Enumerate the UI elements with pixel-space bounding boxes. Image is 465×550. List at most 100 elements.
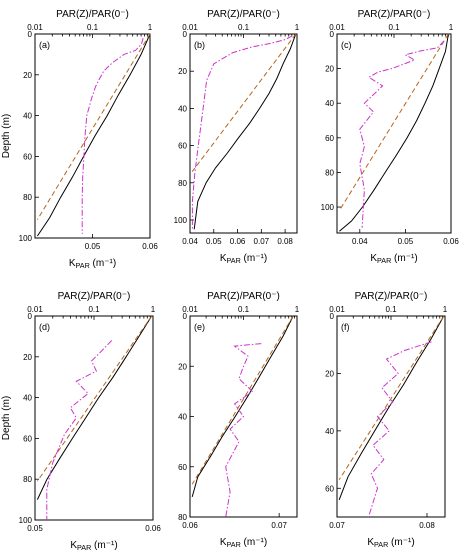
plot-frame xyxy=(34,315,154,521)
bottom-axis-title: KPAR (m⁻¹) xyxy=(220,537,267,549)
chart-panel-b: (b) 0.01 0.1 1 PAR(Z)/PAR(0⁻) 0.04 0.05 0.06 0.0… xyxy=(174,9,300,265)
bottom-axis-tick-label: 0.08 xyxy=(277,237,293,246)
series-line-par-ratio xyxy=(193,33,297,230)
bottom-axis-tick-label: 0.06 xyxy=(443,237,459,246)
top-axis-tick-label: 1 xyxy=(295,305,300,314)
y-axis-tick-label: 60 xyxy=(178,142,187,151)
chart-panel-c: (c) 0.01 0.1 1 PAR(Z)/PAR(0⁻) 0.04 0.05 0.06 KPA… xyxy=(321,9,460,265)
plot-frame xyxy=(336,33,452,234)
y-axis-tick-label: 20 xyxy=(23,71,32,80)
y-axis-tick-label: 40 xyxy=(325,427,334,436)
y-axis-tick-label: 0 xyxy=(183,312,188,321)
top-axis-tick-label: 0.1 xyxy=(88,305,100,314)
panel-label: (b) xyxy=(194,40,205,50)
top-axis-tick-label: 0.01 xyxy=(329,305,345,314)
bottom-axis-tick-label: 0.06 xyxy=(145,524,161,533)
top-axis-tick-label: 0.01 xyxy=(182,23,198,32)
series-line-kpar xyxy=(225,343,262,518)
y-axis-tick-label: 20 xyxy=(325,65,334,74)
top-axis-tick-label: 0.1 xyxy=(385,305,397,314)
chart-panel-e: (e) 0.01 0.1 1 PAR(Z)/PAR(0⁻) 0.06 0.07 KPAR (m… xyxy=(178,291,300,549)
top-axis-tick-label: 0.1 xyxy=(388,23,400,32)
top-axis-title: PAR(Z)/PAR(0⁻) xyxy=(58,291,131,302)
bottom-axis-tick-label: 0.04 xyxy=(352,237,368,246)
y-axis-tick-label: 80 xyxy=(325,168,334,177)
series-line-fit xyxy=(36,33,151,220)
top-axis-title: PAR(Z)/PAR(0⁻) xyxy=(56,9,129,20)
y-axis-tick-label: 60 xyxy=(23,152,32,161)
y-axis-tick-label: 0 xyxy=(330,30,335,39)
series-line-fit xyxy=(36,315,153,482)
bottom-axis-title: KPAR (m⁻¹) xyxy=(69,258,116,270)
top-axis-tick-label: 0.01 xyxy=(27,23,43,32)
chart-panel-d: (d) 0.01 0.1 1 PAR(Z)/PAR(0⁻) 0.05 0.06 KPAR (m… xyxy=(1,291,161,550)
panel-label: (f) xyxy=(341,322,350,332)
top-axis-tick-label: 0.1 xyxy=(238,23,250,32)
bottom-axis-tick-label: 0.07 xyxy=(271,521,287,530)
series-line-par-ratio xyxy=(191,315,294,498)
y-axis-tick-label: 40 xyxy=(23,394,32,403)
y-axis-tick-label: 60 xyxy=(23,434,32,443)
plot-frame xyxy=(34,33,151,239)
series-line-kpar xyxy=(368,341,432,518)
bottom-axis-tick-label: 0.05 xyxy=(27,524,43,533)
top-axis-tick-label: 1 xyxy=(295,23,300,32)
y-axis-tick-label: 20 xyxy=(325,369,334,378)
series-line-fit xyxy=(191,315,294,485)
y-axis-tick-label: 0 xyxy=(28,30,33,39)
y-axis-tick-label: 100 xyxy=(174,216,188,225)
series-line-kpar xyxy=(46,340,113,520)
bottom-axis-tick-label: 0.05 xyxy=(85,242,101,251)
panel-label: (c) xyxy=(341,40,352,50)
series-line-par-ratio xyxy=(339,33,449,232)
plot-frame xyxy=(189,33,298,234)
y-axis-title: Depth (m) xyxy=(1,396,12,440)
top-axis-tick-label: 0.01 xyxy=(329,23,345,32)
y-axis-tick-label: 80 xyxy=(178,179,187,188)
top-axis-tick-label: 0.1 xyxy=(238,305,250,314)
bottom-axis-title: KPAR (m⁻¹) xyxy=(367,537,414,549)
y-axis-tick-label: 60 xyxy=(325,484,334,493)
series-line-par-ratio xyxy=(338,315,445,500)
y-axis-tick-label: 100 xyxy=(19,516,33,525)
bottom-axis-tick-label: 0.04 xyxy=(182,237,198,246)
series-line-kpar xyxy=(81,37,144,234)
top-axis-tick-label: 0.01 xyxy=(27,305,43,314)
y-axis-tick-label: 100 xyxy=(19,234,33,243)
top-axis-title: PAR(Z)/PAR(0⁻) xyxy=(207,9,280,20)
chart-panel-a: (a) 0.01 0.1 1 PAR(Z)/PAR(0⁻) 0.05 0.06 KPAR (m… xyxy=(1,9,158,270)
series-line-par-ratio xyxy=(36,33,151,237)
panel-label: (e) xyxy=(194,322,205,332)
chart-panel-f: (f) 0.01 0.1 1 PAR(Z)/PAR(0⁻) 0.07 0.08 KPAR (m… xyxy=(325,291,448,549)
series-line-par-ratio xyxy=(36,315,153,500)
y-axis-tick-label: 0 xyxy=(330,312,335,321)
top-axis-tick-label: 1 xyxy=(151,305,156,314)
bottom-axis-title: KPAR (m⁻¹) xyxy=(220,253,267,265)
bottom-axis-tick-label: 0.06 xyxy=(182,521,198,530)
top-axis-tick-label: 1 xyxy=(449,23,454,32)
bottom-axis-tick-label: 0.07 xyxy=(329,521,345,530)
y-axis-tick-label: 80 xyxy=(23,475,32,484)
bottom-axis-tick-label: 0.06 xyxy=(142,242,158,251)
bottom-axis-tick-label: 0.07 xyxy=(254,237,270,246)
y-axis-tick-label: 80 xyxy=(178,513,187,522)
y-axis-tick-label: 20 xyxy=(178,362,187,371)
y-axis-tick-label: 40 xyxy=(325,99,334,108)
bottom-axis-tick-label: 0.05 xyxy=(206,237,222,246)
y-axis-tick-label: 60 xyxy=(325,134,334,143)
top-axis-title: PAR(Z)/PAR(0⁻) xyxy=(358,9,431,20)
top-axis-title: PAR(Z)/PAR(0⁻) xyxy=(207,291,280,302)
y-axis-tick-label: 20 xyxy=(178,67,187,76)
top-axis-tick-label: 1 xyxy=(148,23,153,32)
y-axis-tick-label: 40 xyxy=(178,104,187,113)
top-axis-title: PAR(Z)/PAR(0⁻) xyxy=(355,291,428,302)
series-line-kpar xyxy=(191,35,293,230)
y-axis-tick-label: 0 xyxy=(28,312,33,321)
top-axis-tick-label: 0.01 xyxy=(182,305,198,314)
plot-frame xyxy=(336,315,446,518)
y-axis-tick-label: 40 xyxy=(178,413,187,422)
y-axis-tick-label: 40 xyxy=(23,112,32,121)
y-axis-tick-label: 20 xyxy=(23,353,32,362)
y-axis-tick-label: 100 xyxy=(321,203,335,212)
